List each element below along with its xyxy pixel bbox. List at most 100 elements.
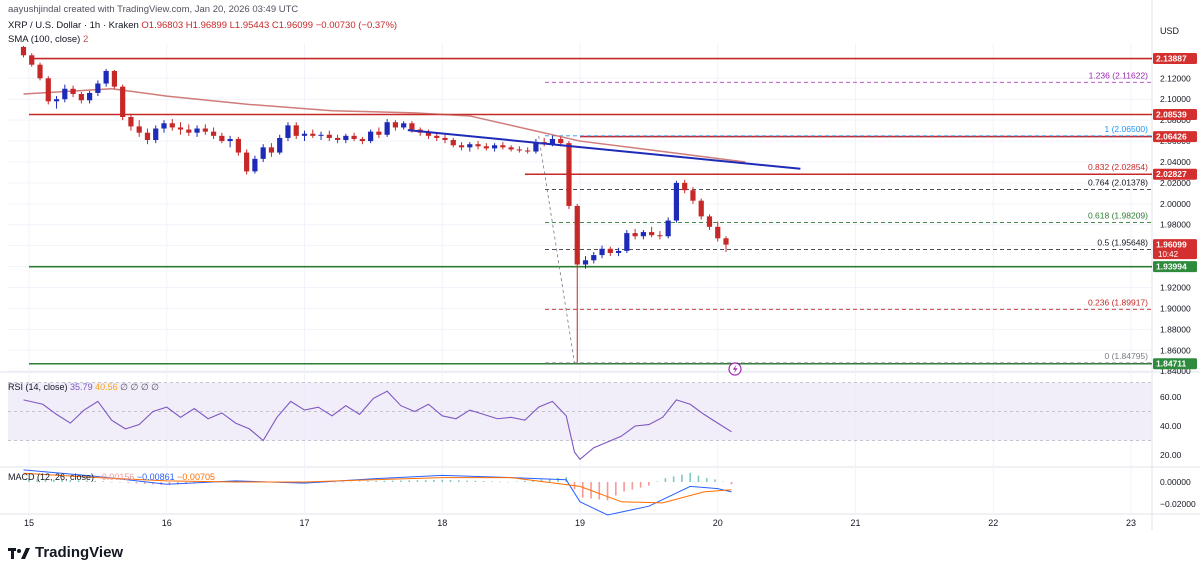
macd-histogram-bar <box>52 479 55 482</box>
candle-body <box>103 70 109 84</box>
candle-body <box>244 152 250 172</box>
macd-histogram-bar <box>722 481 725 483</box>
price-axis-label: 2.10000 <box>1160 94 1191 104</box>
candle-body <box>624 233 630 251</box>
price-tag-label: 2.13887 <box>1156 54 1187 64</box>
candle-body <box>467 144 473 148</box>
symbol-title[interactable]: XRP / U.S. Dollar · 1h · Kraken <box>8 20 139 31</box>
macd-histogram-bar <box>127 482 129 483</box>
price-tag <box>1153 131 1197 143</box>
candle-body <box>582 260 589 265</box>
rsi-legend[interactable]: RSI (14, close) 35.79 40.56 ∅ ∅ ∅ ∅ <box>8 382 159 393</box>
macd-histogram-bar <box>391 480 394 482</box>
fib-level-label: 0.236 (1.89917) <box>1088 297 1148 307</box>
macd-histogram-bar <box>482 481 485 482</box>
rsi-axis-label: 20.00 <box>1160 450 1182 460</box>
macd-histogram-bar <box>325 482 328 483</box>
macd-histogram-bar <box>524 480 526 482</box>
macd-histogram-bar <box>102 481 105 482</box>
macd-histogram-bar <box>44 479 47 482</box>
candle-body <box>318 134 324 136</box>
rsi-extras: ∅ ∅ ∅ ∅ <box>120 382 160 392</box>
candle-body <box>62 88 68 100</box>
macd-histogram-bar <box>234 480 237 482</box>
candle-body <box>483 146 489 149</box>
sma-legend[interactable]: SMA (100, close) 2 <box>8 34 88 45</box>
candle-body <box>491 145 498 149</box>
candle-body <box>161 123 167 129</box>
price-tag <box>1153 109 1197 121</box>
candle-body <box>343 135 349 141</box>
candle-body <box>210 131 217 136</box>
macd-histogram-bar <box>449 480 452 482</box>
macd-histogram-bar <box>383 480 386 482</box>
fib-level-label: 0.764 (2.01378) <box>1088 177 1148 187</box>
candle-body <box>599 248 605 256</box>
macd-histogram-bar <box>94 480 96 482</box>
price-axis-label: 2.08000 <box>1160 115 1191 125</box>
time-axis-label: 16 <box>162 518 172 528</box>
candle-body <box>698 200 704 217</box>
macd-histogram-bar <box>515 481 518 483</box>
macd-histogram-bar <box>77 480 80 482</box>
macd-histogram-bar <box>548 478 551 482</box>
candle-body <box>425 132 432 136</box>
candle-body <box>186 129 192 133</box>
fib-level-label: 0 (1.84795) <box>1105 351 1149 361</box>
candle-body <box>293 125 299 136</box>
macd-histogram-bar <box>457 480 460 482</box>
candle-body <box>715 226 721 239</box>
price-tag-label: 2.06426 <box>1156 132 1187 142</box>
candle-body <box>351 135 357 139</box>
price-tag-countdown: 10:42 <box>1158 250 1179 259</box>
candle-body <box>153 128 159 141</box>
fib-level-label: 1 (2.06500) <box>1105 124 1149 134</box>
candle-body <box>235 138 241 153</box>
macd-histogram-bar <box>300 482 303 484</box>
price-axis-label: 2.04000 <box>1160 157 1191 167</box>
candle-body <box>227 138 233 142</box>
price-tag <box>1153 168 1197 180</box>
macd-histogram-bar <box>615 482 617 496</box>
time-axis-label: 21 <box>850 518 860 528</box>
macd-legend[interactable]: MACD (12, 26, close) −0.00156 −0.00861 −… <box>8 472 215 482</box>
candle-body <box>566 143 572 206</box>
candle-body <box>607 248 613 253</box>
tradingview-logo-icon <box>8 547 30 559</box>
macd-histogram-bar <box>648 482 650 486</box>
macd-histogram-bar <box>466 480 468 482</box>
macd-histogram-bar <box>705 478 708 482</box>
candle-body <box>326 134 332 138</box>
macd-axis-label: −0.02000 <box>1160 499 1196 509</box>
macd-signal-line <box>23 472 732 504</box>
macd-line-value: −0.00861 <box>136 472 175 482</box>
macd-histogram-bar <box>61 479 63 482</box>
rsi-value-2: 40.56 <box>95 382 118 392</box>
time-axis-label: 23 <box>1126 518 1136 528</box>
tradingview-logo[interactable]: TradingView <box>8 544 123 561</box>
rsi-axis-label: 40.00 <box>1160 421 1182 431</box>
macd-histogram-bar <box>400 480 402 482</box>
candle-body <box>665 220 671 237</box>
candle-body <box>301 133 308 136</box>
candle-body <box>277 137 283 153</box>
macd-histogram-bar <box>474 480 477 482</box>
candle-body <box>442 137 448 141</box>
symbol-info: XRP / U.S. Dollar · 1h · Kraken O1.96803… <box>8 20 397 31</box>
macd-histogram-bar <box>36 479 39 482</box>
time-axis-label: 18 <box>437 518 447 528</box>
candle-body <box>376 131 382 135</box>
candle-body <box>508 147 514 150</box>
price-tag <box>1153 53 1197 65</box>
candle-body <box>434 135 440 138</box>
price-tag <box>1153 239 1197 260</box>
macd-histogram-bar <box>697 475 700 482</box>
macd-histogram-bar <box>69 480 72 482</box>
candle-body <box>657 235 663 237</box>
ohlc-low: L1.95443 <box>229 20 270 31</box>
macd-histogram-bar <box>433 479 435 482</box>
candle-body <box>111 70 118 87</box>
candle-body <box>334 137 341 141</box>
price-axis-label: 1.84000 <box>1160 366 1191 376</box>
